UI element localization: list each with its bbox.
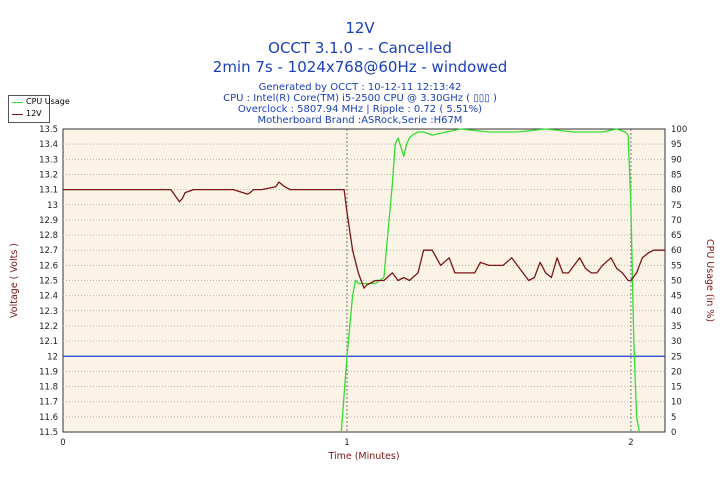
legend-item-12v: 12V [9, 108, 49, 120]
y-tick-label: 11.7 [39, 398, 58, 408]
y-tick-label: 12.3 [39, 307, 58, 317]
y2-tick-label: 80 [671, 186, 682, 196]
y2-tick-label: 5 [671, 413, 676, 423]
y-tick-label: 11.5 [39, 428, 58, 438]
y2-axis-label: CPU Usage (in %) [704, 239, 715, 322]
y-tick-label: 12.2 [39, 322, 58, 332]
chart-subtitle-duration: 2min 7s - 1024x768@60Hz - windowed [212, 58, 508, 76]
y-tick-label: 12.1 [39, 337, 58, 347]
y-tick-label: 13 [47, 201, 58, 211]
y2-tick-label: 45 [671, 292, 682, 302]
x-tick-label: 2 [628, 438, 633, 448]
y2-tick-label: 75 [671, 201, 682, 211]
y2-tick-label: 95 [671, 140, 682, 150]
y2-tick-label: 60 [671, 246, 682, 256]
y-tick-label: 12 [47, 352, 58, 362]
y-tick-label: 12.9 [39, 216, 58, 226]
y-tick-label: 12.6 [39, 261, 58, 271]
y2-tick-label: 0 [671, 428, 676, 438]
y2-tick-label: 65 [671, 231, 682, 241]
y-tick-label: 13.3 [39, 155, 58, 165]
y2-tick-label: 100 [671, 125, 687, 135]
x-tick-label: 1 [344, 438, 349, 448]
legend-swatch-cpu-usage [12, 102, 23, 103]
y-tick-label: 13.1 [39, 186, 58, 196]
chart-title: 12V [345, 19, 375, 37]
y-tick-label: 13.2 [39, 170, 58, 180]
info-cpu: CPU : Intel(R) Core(TM) i5-2500 CPU @ 3.… [223, 93, 497, 104]
y-tick-label: 12.4 [39, 292, 58, 302]
y-tick-label: 12.5 [39, 277, 58, 287]
y2-tick-label: 20 [671, 367, 682, 377]
y-tick-label: 13.5 [39, 125, 58, 135]
y2-tick-label: 55 [671, 261, 682, 271]
y2-tick-label: 40 [671, 307, 682, 317]
y-tick-label: 12.8 [39, 231, 58, 241]
y-tick-label: 11.8 [39, 383, 58, 393]
info-generated: Generated by OCCT : 10-12-11 12:13:42 [258, 82, 462, 93]
info-overclock: Overclock : 5807.94 MHz | Ripple : 0.72 … [237, 104, 483, 115]
y2-tick-label: 10 [671, 398, 682, 408]
y-axis-label: Voltage ( Volts ) [9, 243, 20, 318]
y2-tick-label: 50 [671, 277, 682, 287]
chart-legend: CPU Usage 12V [8, 95, 70, 123]
y2-tick-label: 30 [671, 337, 682, 347]
y2-tick-label: 35 [671, 322, 682, 332]
y2-tick-label: 85 [671, 170, 682, 180]
y2-tick-label: 70 [671, 216, 682, 226]
legend-label-12v: 12V [26, 109, 42, 118]
chart-subtitle-run: OCCT 3.1.0 - - Cancelled [268, 39, 452, 57]
series-line-cpu-usage [340, 128, 641, 433]
y2-tick-label: 90 [671, 155, 682, 165]
legend-item-cpu-usage: CPU Usage [9, 96, 70, 108]
y-tick-label: 11.6 [39, 413, 58, 423]
legend-swatch-12v [12, 114, 23, 115]
info-motherboard: Motherboard Brand :ASRock,Serie :H67M [257, 115, 463, 126]
y2-tick-label: 25 [671, 352, 682, 362]
x-axis-label: Time (Minutes) [327, 451, 399, 462]
x-tick-label: 0 [60, 438, 65, 448]
y2-tick-label: 15 [671, 383, 682, 393]
y-tick-label: 11.9 [39, 367, 58, 377]
legend-label-cpu-usage: CPU Usage [26, 97, 70, 106]
series-line-12v [63, 181, 665, 289]
y-tick-label: 12.7 [39, 246, 58, 256]
y-tick-label: 13.4 [39, 140, 58, 150]
